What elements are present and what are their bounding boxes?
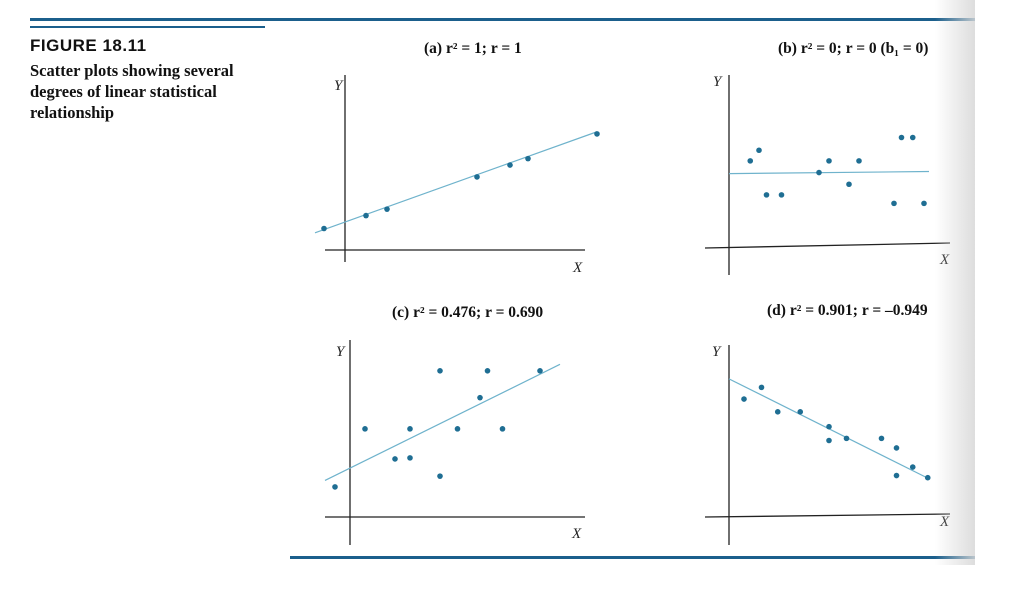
panel-d-point-4: [797, 409, 804, 415]
panel-d-point-6: [826, 437, 832, 444]
panel-a-point-5: [507, 162, 513, 168]
panel-c-y-label: Y: [336, 344, 346, 360]
panel-b-point-7: [846, 181, 852, 188]
panel-d-point-9: [893, 445, 900, 451]
panel-c-point-4: [407, 455, 413, 461]
panel-c-point-8: [454, 426, 461, 432]
panel-b-point-12: [921, 200, 927, 207]
panel-b-title: (b) r² = 0; r = 0 (b₁ = 0): [778, 40, 929, 57]
panel-d-point-1: [741, 396, 747, 402]
panel-c-fit-line: [324, 363, 561, 481]
panel-d-title: (d) r² = 0.901; r = –0.949: [767, 302, 928, 319]
panel-b-point-2: [756, 147, 762, 154]
panel-c-point-7: [437, 368, 443, 374]
panel-a-point-3: [384, 206, 390, 212]
panel-d-x-axis: [704, 513, 951, 518]
panel-b-x-axis: [704, 242, 951, 249]
panel-b-point-11: [909, 134, 916, 141]
panel-a-x-label: X: [572, 260, 583, 276]
panel-a-point-7: [594, 131, 600, 137]
panel-c-point-5: [407, 426, 413, 432]
panel-d-point-5: [826, 423, 832, 430]
panel-b-point-3: [763, 192, 770, 198]
panel-a-point-6: [525, 155, 531, 162]
panel-d-point-7: [843, 435, 850, 442]
panel-b-point-5: [816, 169, 822, 176]
panel-c-point-6: [437, 473, 443, 479]
panel-a-point-1: [321, 225, 327, 232]
panel-d-point-12: [924, 474, 931, 481]
panel-b-point-8: [856, 158, 862, 164]
panel-d-point-3: [774, 409, 781, 415]
panel-c-point-1: [332, 484, 338, 490]
top-rule: [30, 18, 975, 21]
panel-b-point-10: [898, 134, 905, 141]
panel-c-title: (c) r² = 0.476; r = 0.690: [392, 304, 544, 321]
panel-c-point-10: [484, 368, 491, 374]
panel-c-point-2: [362, 426, 368, 432]
panel-b-point-9: [891, 200, 897, 207]
panel-b-point-6: [826, 158, 832, 164]
panel-d-point-11: [909, 464, 916, 470]
panel-c-x-label: X: [571, 526, 582, 542]
panel-c-point-11: [499, 426, 506, 432]
panel-b-fit-line: [728, 170, 930, 175]
caption-rule: [30, 26, 265, 28]
panel-a-y-label: Y: [334, 78, 344, 94]
panel-d-point-2: [758, 384, 765, 391]
panel-c-point-12: [537, 368, 543, 374]
panel-c-point-9: [477, 394, 483, 401]
panel-b-y-label: Y: [713, 74, 723, 90]
panel-d-point-8: [878, 435, 885, 442]
figure-caption: Scatter plots showing several degrees of…: [30, 61, 234, 122]
panel-a-title: (a) r² = 1; r = 1: [424, 40, 522, 57]
panel-b-point-4: [778, 192, 785, 198]
panel-a-fit-line: [314, 131, 598, 234]
panel-a-point-4: [474, 174, 480, 180]
bottom-rule: [290, 556, 975, 559]
panel-b-point-1: [747, 158, 754, 164]
panel-d-y-label: Y: [712, 344, 722, 360]
panel-d-point-10: [893, 472, 900, 479]
panel-a-point-2: [363, 212, 369, 219]
panel-c-point-3: [392, 456, 398, 462]
figure-number: FIGURE 18.11: [30, 36, 147, 55]
page-edge-shadow: [935, 0, 975, 565]
